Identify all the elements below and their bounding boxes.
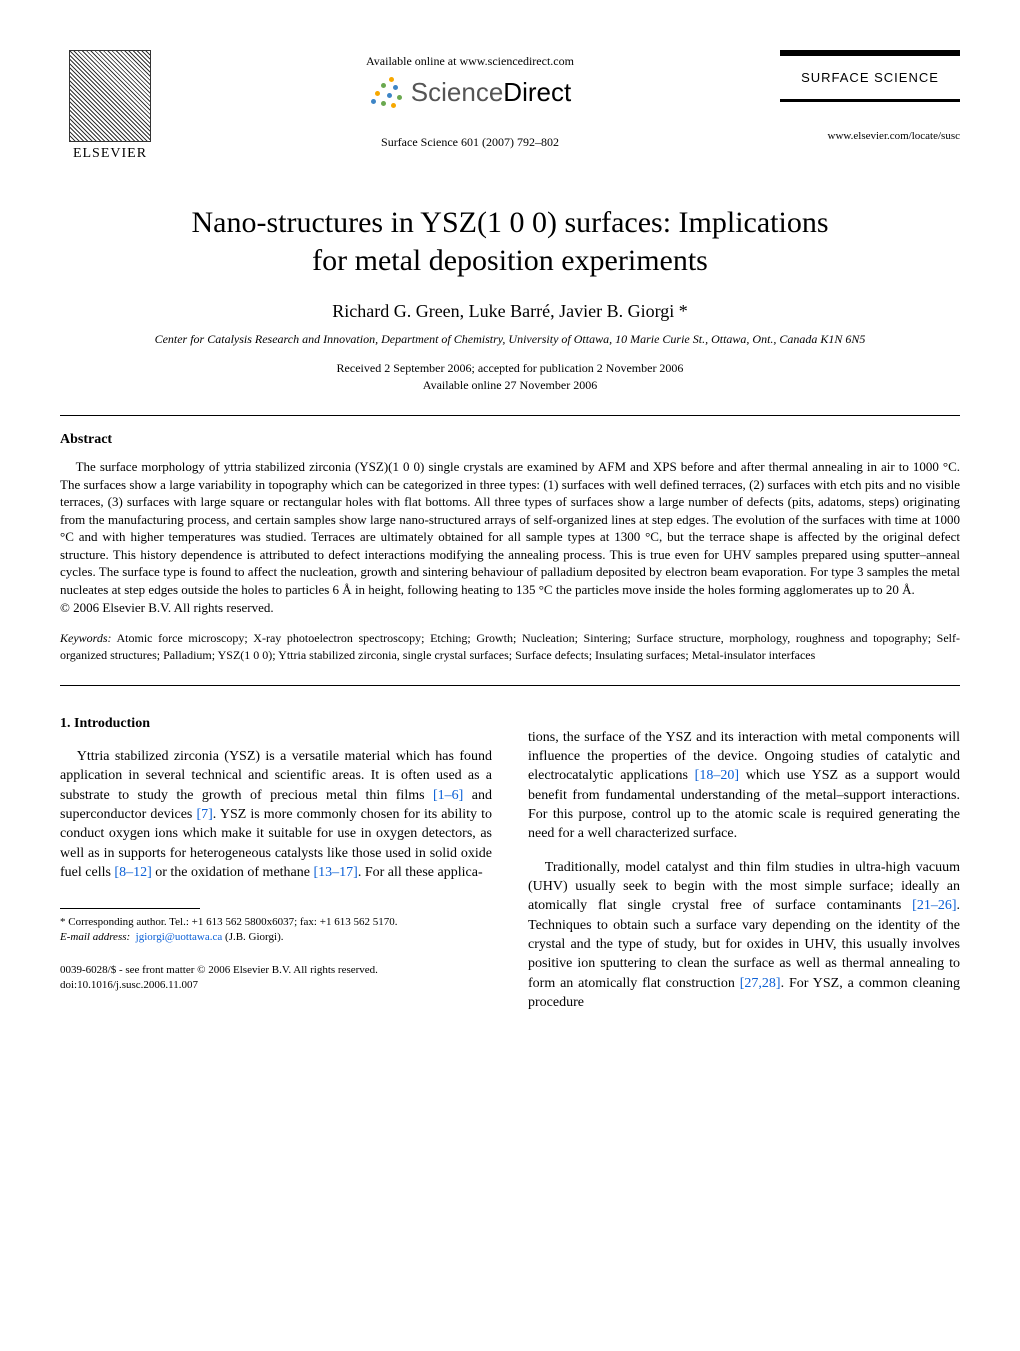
t: Yttria stabilized zirconia (YSZ) is a ve… — [60, 749, 492, 803]
t: . For all these applica- — [358, 865, 483, 880]
left-column: 1. Introduction Yttria stabilized zircon… — [60, 714, 492, 1026]
brand-bar-top — [780, 50, 960, 56]
brand-bar-bottom — [780, 99, 960, 102]
right-column: tions, the surface of the YSZ and its in… — [528, 714, 960, 1026]
elsevier-label: ELSEVIER — [60, 146, 160, 162]
footnote-rule — [60, 908, 200, 909]
sciencedirect-dots-icon — [369, 75, 403, 109]
cite-1-6[interactable]: [1–6] — [433, 788, 463, 803]
surface-science-label: SURFACE SCIENCE — [780, 70, 960, 85]
keywords-label: Keywords: — [60, 631, 112, 645]
sd-right: Direct — [503, 77, 571, 107]
email-line: E-mail address: jgiorgi@uottawa.ca (J.B.… — [60, 930, 492, 945]
intro-heading: 1. Introduction — [60, 714, 492, 733]
available-online-date: Available online 27 November 2006 — [60, 378, 960, 393]
email-link[interactable]: jgiorgi@uottawa.ca — [136, 931, 223, 943]
sd-left: Science — [411, 77, 504, 107]
journal-url: www.elsevier.com/locate/susc — [780, 130, 960, 142]
front-matter-line1: 0039-6028/$ - see front matter © 2006 El… — [60, 963, 492, 978]
sciencedirect-logo: ScienceDirect — [369, 75, 571, 109]
rule-above-abstract — [60, 415, 960, 416]
corr-author-line: * Corresponding author. Tel.: +1 613 562… — [60, 915, 492, 930]
cite-27-28[interactable]: [27,28] — [740, 976, 781, 991]
abstract-copyright: © 2006 Elsevier B.V. All rights reserved… — [60, 600, 960, 616]
available-online-text: Available online at www.sciencedirect.co… — [160, 54, 780, 69]
intro-para-2: Traditionally, model catalyst and thin f… — [528, 858, 960, 1013]
doi-line: doi:10.1016/j.susc.2006.11.007 — [60, 978, 492, 993]
cite-7[interactable]: [7] — [196, 807, 212, 822]
keywords-text: Atomic force microscopy; X-ray photoelec… — [60, 631, 960, 661]
front-matter: 0039-6028/$ - see front matter © 2006 El… — [60, 963, 492, 993]
elsevier-logo: ELSEVIER — [60, 50, 160, 162]
article-title: Nano-structures in YSZ(1 0 0) surfaces: … — [60, 204, 960, 279]
journal-brand-box: SURFACE SCIENCE www.elsevier.com/locate/… — [780, 50, 960, 142]
t: or the oxidation of methane — [152, 865, 314, 880]
cite-13-17[interactable]: [13–17] — [313, 865, 357, 880]
title-line-1: Nano-structures in YSZ(1 0 0) surfaces: … — [191, 206, 828, 239]
body-columns: 1. Introduction Yttria stabilized zircon… — [60, 714, 960, 1026]
keywords: Keywords: Atomic force microscopy; X-ray… — [60, 630, 960, 662]
affiliation: Center for Catalysis Research and Innova… — [60, 332, 960, 347]
journal-reference: Surface Science 601 (2007) 792–802 — [160, 135, 780, 150]
intro-para-1-right: tions, the surface of the YSZ and its in… — [528, 728, 960, 844]
cite-18-20[interactable]: [18–20] — [695, 768, 739, 783]
abstract-heading: Abstract — [60, 432, 960, 448]
page-header: ELSEVIER Available online at www.science… — [60, 50, 960, 162]
email-label: E-mail address: — [60, 931, 130, 943]
received-line: Received 2 September 2006; accepted for … — [60, 361, 960, 376]
abstract-body: The surface morphology of yttria stabili… — [60, 458, 960, 598]
intro-para-1-left: Yttria stabilized zirconia (YSZ) is a ve… — [60, 747, 492, 882]
cite-8-12[interactable]: [8–12] — [114, 865, 151, 880]
email-tail: (J.B. Giorgi). — [222, 931, 283, 943]
elsevier-tree-icon — [69, 50, 151, 142]
t: Traditionally, model catalyst and thin f… — [528, 860, 960, 914]
page-root: ELSEVIER Available online at www.science… — [0, 0, 1020, 1066]
cite-21-26[interactable]: [21–26] — [912, 898, 956, 913]
title-line-2: for metal deposition experiments — [312, 244, 708, 277]
corresponding-author-footnote: * Corresponding author. Tel.: +1 613 562… — [60, 915, 492, 945]
center-header: Available online at www.sciencedirect.co… — [160, 50, 780, 150]
rule-below-keywords — [60, 685, 960, 686]
author-list: Richard G. Green, Luke Barré, Javier B. … — [60, 301, 960, 322]
sciencedirect-wordmark: ScienceDirect — [411, 77, 571, 108]
